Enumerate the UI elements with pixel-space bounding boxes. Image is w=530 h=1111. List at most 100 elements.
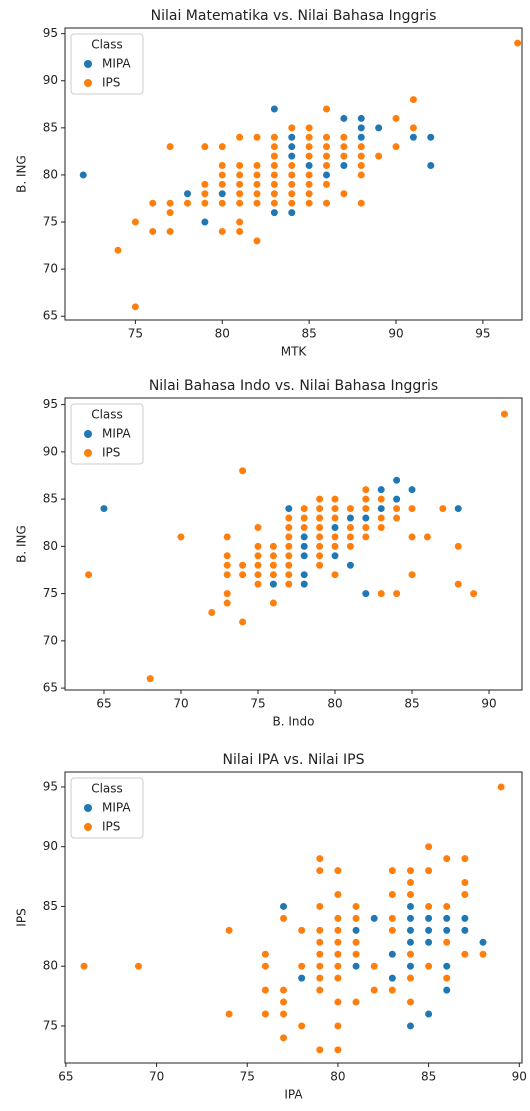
point <box>357 152 366 161</box>
point <box>218 142 227 151</box>
point <box>305 142 314 151</box>
point <box>392 476 401 485</box>
point <box>235 180 244 189</box>
point <box>218 170 227 180</box>
point <box>79 962 89 971</box>
point <box>322 170 331 180</box>
subplot: Nilai IPA vs. Nilai IPS 65 70 75 80 85 90 75 80 8… <box>15 752 527 1102</box>
point <box>357 199 366 208</box>
point <box>113 246 123 255</box>
point <box>252 170 262 180</box>
point <box>333 914 343 923</box>
point <box>442 902 451 911</box>
point <box>183 189 192 198</box>
point <box>454 580 463 589</box>
point <box>238 570 247 579</box>
point <box>270 142 279 151</box>
point <box>297 974 306 983</box>
point <box>207 608 216 617</box>
legend-title: Class <box>91 408 123 422</box>
point <box>287 142 296 151</box>
point <box>235 170 244 180</box>
point <box>252 189 262 198</box>
point <box>392 504 401 513</box>
legend-swatch <box>84 79 92 87</box>
point <box>351 997 361 1007</box>
x-tick-label: 65 <box>96 697 111 711</box>
point <box>361 495 370 504</box>
point <box>406 938 415 947</box>
y-tick-label: 85 <box>43 899 58 913</box>
point <box>500 409 509 419</box>
point <box>460 950 469 959</box>
point <box>99 504 109 513</box>
point <box>279 902 288 911</box>
point <box>261 986 270 995</box>
point <box>330 513 340 523</box>
point <box>454 542 463 551</box>
y-tick-label: 65 <box>43 681 58 695</box>
point <box>333 866 343 875</box>
point <box>270 189 279 198</box>
point <box>424 914 433 923</box>
x-tick-label: 75 <box>250 697 265 711</box>
y-tick-label: 80 <box>43 539 58 553</box>
point <box>200 199 209 208</box>
y-tick-label: 75 <box>43 215 58 229</box>
point <box>79 170 88 180</box>
point <box>322 161 331 170</box>
legend-box <box>70 403 144 465</box>
point <box>442 938 451 947</box>
point <box>223 532 232 542</box>
point <box>442 854 451 863</box>
x-tick-label: 90 <box>512 1070 527 1084</box>
point <box>330 542 340 551</box>
point <box>269 542 278 551</box>
point <box>200 217 209 227</box>
point <box>131 217 140 227</box>
point <box>339 152 348 161</box>
point <box>235 199 244 208</box>
x-tick-label: 90 <box>388 327 403 341</box>
point <box>513 38 522 48</box>
point <box>406 997 415 1007</box>
point <box>270 104 279 114</box>
point <box>315 986 324 995</box>
point <box>424 1009 433 1019</box>
point <box>183 199 192 208</box>
point <box>315 561 324 570</box>
point <box>339 189 348 198</box>
point <box>166 208 175 217</box>
point <box>235 133 244 142</box>
point <box>218 180 227 189</box>
point <box>330 495 340 504</box>
point <box>424 962 433 971</box>
point <box>322 142 331 151</box>
point <box>279 1033 288 1043</box>
legend-swatch <box>84 430 92 438</box>
point <box>442 926 451 935</box>
x-tick-label: 80 <box>215 327 230 341</box>
point <box>424 926 433 935</box>
point <box>407 485 417 494</box>
point <box>253 570 263 579</box>
point <box>315 532 324 542</box>
point <box>351 950 361 959</box>
point <box>300 523 309 532</box>
point <box>346 561 355 570</box>
legend-label: MIPA <box>102 427 131 441</box>
point <box>333 1045 343 1054</box>
point <box>424 842 433 851</box>
x-tick-label: 85 <box>301 327 316 341</box>
point <box>176 532 186 542</box>
point <box>253 523 263 532</box>
point <box>305 161 314 170</box>
point <box>460 890 469 899</box>
point <box>261 1009 270 1019</box>
point <box>287 180 296 189</box>
point <box>315 513 324 523</box>
point <box>333 1021 343 1031</box>
legend-swatch <box>84 60 92 68</box>
y-axis-label: B. ING <box>15 525 29 563</box>
point <box>315 542 324 551</box>
